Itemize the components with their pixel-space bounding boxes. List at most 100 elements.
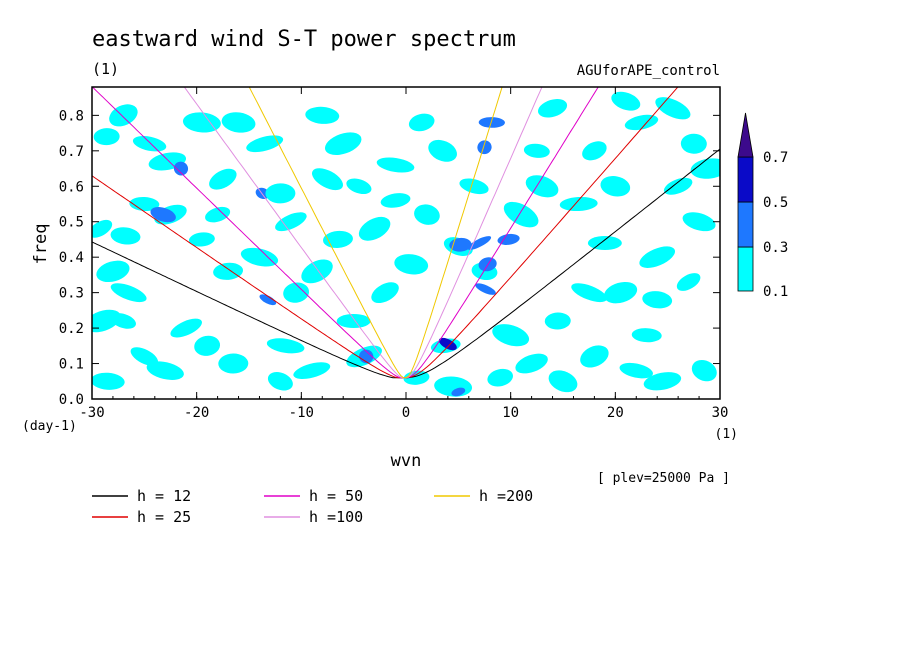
dispersion-curve	[248, 87, 503, 379]
x-tick-label: 30	[712, 405, 729, 421]
contour-patch	[459, 178, 489, 195]
contour-patch	[428, 139, 457, 162]
y-axis: 0.0 0.1 0.2 0.3 0.4 0.5 0.6 0.7 0.8	[59, 108, 720, 408]
x-tick-label: 10	[502, 405, 519, 421]
legend-label: h = 25	[137, 508, 191, 526]
contour-patch	[487, 368, 513, 387]
contour-patch	[680, 133, 707, 154]
level-note: [ plev=25000 Pa ]	[597, 471, 730, 486]
contour-patch	[559, 196, 598, 212]
contour-patch	[132, 136, 167, 152]
contour-patch	[194, 335, 221, 356]
x-axis: -30 -20 -10 0 10 20 30	[79, 87, 728, 421]
contour-patch	[146, 361, 184, 380]
contour-patch	[477, 140, 492, 155]
contour-patch	[92, 372, 125, 390]
contour-patch	[643, 372, 682, 391]
contour-patch	[690, 158, 720, 179]
contour-patch	[358, 216, 391, 241]
contour-patch	[515, 353, 548, 374]
contour-patch	[467, 236, 492, 250]
contour-patch	[624, 114, 659, 131]
contour-patch	[92, 219, 113, 238]
colorbar-label: 0.1	[763, 284, 788, 300]
x-axis-label: wvn	[391, 451, 422, 471]
contour-patch	[451, 387, 466, 397]
x-tick-label: -30	[79, 405, 104, 421]
contour-patch	[96, 260, 130, 283]
colorbar: 0.1 0.3 0.5 0.7	[737, 112, 788, 300]
contour-patch	[663, 177, 693, 195]
y-tick-label: 0.6	[59, 179, 84, 195]
contour-patch	[548, 370, 578, 393]
contour-patch	[475, 283, 496, 295]
contour-patch	[188, 232, 215, 247]
contour-patch	[182, 112, 221, 133]
contour-patch	[639, 246, 676, 268]
contour-patch	[582, 141, 607, 161]
x-tick-label: -20	[184, 405, 209, 421]
contour-patch	[642, 291, 673, 309]
contour-patch	[130, 347, 159, 366]
contour-patch	[92, 309, 121, 333]
y-tick-label: 0.4	[59, 250, 84, 266]
contour-patch	[523, 143, 550, 158]
legend-label: h =100	[309, 508, 363, 526]
contour-patch	[246, 135, 284, 153]
y-axis-label: freq	[31, 224, 51, 265]
colorbar-segment	[737, 156, 754, 203]
colorbar-label: 0.7	[763, 150, 788, 166]
contour-patch	[305, 106, 340, 124]
dispersion-curves	[92, 87, 720, 379]
plot-frame	[91, 86, 721, 400]
contour-patch	[525, 175, 559, 198]
power-contours	[92, 91, 720, 397]
colorbar-label: 0.3	[763, 240, 788, 256]
contour-patch	[376, 157, 415, 173]
contour-patch	[503, 201, 539, 228]
contour-patch	[676, 273, 701, 291]
contour-patch	[110, 313, 136, 329]
contour-patch	[323, 230, 353, 249]
contour-patch	[221, 112, 256, 133]
units-label: (1)	[92, 60, 119, 78]
x-tick-label: 20	[607, 405, 624, 421]
contour-patch	[293, 362, 331, 379]
contour-patch	[283, 282, 310, 303]
contour-patch	[259, 294, 277, 306]
y-tick-label: 0.0	[59, 392, 84, 408]
x-tick-label: 0	[402, 405, 410, 421]
contour-patch	[209, 168, 237, 190]
contour-patch	[213, 262, 244, 280]
contour-patch	[438, 337, 457, 351]
contour-patch	[619, 362, 653, 379]
colorbar-segment	[737, 246, 754, 292]
contour-patch	[394, 254, 429, 275]
contour-patch	[324, 132, 362, 156]
contour-patch	[93, 128, 120, 146]
contour-patch	[110, 283, 147, 303]
y-tick-label: 0.5	[59, 215, 84, 231]
contour-patch	[301, 259, 333, 284]
legend-label: h = 50	[309, 487, 363, 505]
contour-patch	[205, 206, 231, 223]
y-tick-label: 0.8	[59, 108, 84, 124]
contour-patch	[267, 372, 293, 391]
contour-patch	[414, 204, 440, 225]
contour-patch	[655, 97, 691, 120]
contour-patch	[571, 283, 608, 303]
contour-patch	[240, 247, 279, 267]
y-tick-label: 0.1	[59, 357, 84, 373]
legend: h = 12 h = 25 h = 50 h =100 h =200	[92, 487, 533, 526]
colorbar-segment	[737, 201, 754, 248]
contour-patch	[492, 324, 530, 347]
y-tick-label: 0.3	[59, 286, 84, 302]
contour-patch	[275, 212, 307, 232]
contour-patch	[380, 193, 411, 208]
contour-patch	[371, 282, 399, 304]
colorbar-label: 0.5	[763, 195, 788, 211]
contour-patch	[346, 178, 372, 195]
contour-patch	[497, 233, 520, 245]
contour-patch	[580, 345, 609, 368]
contour-patch	[336, 314, 371, 328]
